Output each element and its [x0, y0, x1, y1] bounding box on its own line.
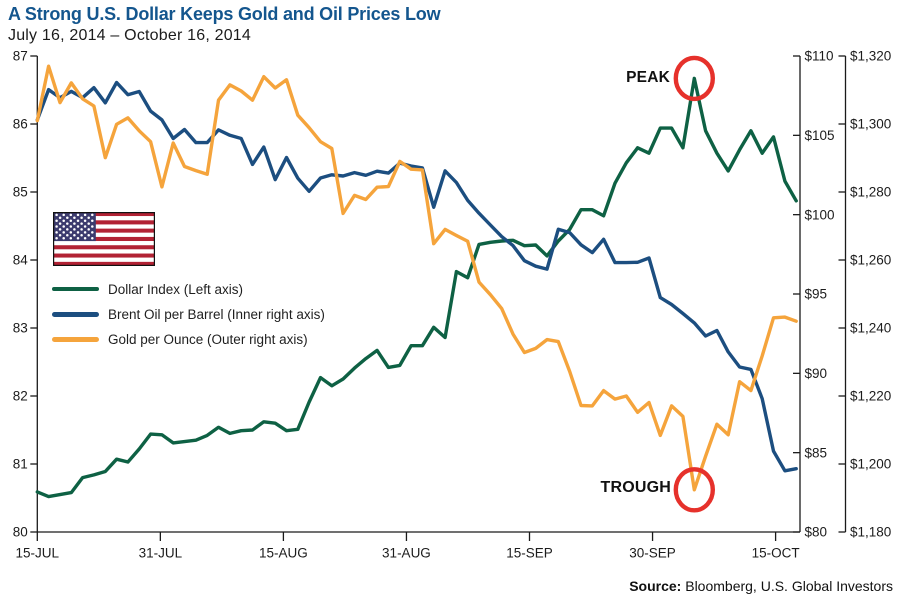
source-attribution: Source: Bloomberg, U.S. Global Investors — [629, 578, 893, 594]
x-axis-label: 15-OCT — [752, 546, 800, 561]
x-axis-label: 15-SEP — [506, 546, 553, 561]
legend-item-brent_oil: Brent Oil per Barrel (Inner right axis) — [52, 305, 325, 323]
legend-item-gold: Gold per Ounce (Outer right axis) — [52, 331, 308, 349]
legend-label-brent_oil: Brent Oil per Barrel (Inner right axis) — [108, 306, 325, 322]
left-axis-label: 87 — [13, 49, 28, 64]
outer-right-axis-label: $1,240 — [850, 321, 891, 336]
legend-item-dollar_index: Dollar Index (Left axis) — [52, 280, 243, 298]
peak-annotation-label: PEAK — [626, 69, 670, 86]
inner-right-axis-label: $100 — [805, 207, 835, 222]
left-axis-label: 81 — [13, 457, 28, 472]
x-axis-label: 15-AUG — [259, 546, 308, 561]
source-label: Source: — [629, 578, 682, 594]
trough-annotation-label: TROUGH — [600, 479, 671, 496]
left-axis-label: 85 — [13, 185, 28, 200]
us-flag-icon — [53, 212, 155, 266]
flag-canton — [53, 212, 96, 242]
outer-right-axis-label: $1,320 — [850, 49, 891, 64]
inner-right-axis-label: $95 — [805, 287, 828, 302]
legend-swatch-gold — [52, 337, 99, 342]
left-axis-label: 84 — [13, 253, 29, 268]
legend-swatch-brent_oil — [52, 312, 99, 317]
x-axis-label: 31-JUL — [139, 546, 183, 561]
outer-right-axis-label: $1,200 — [850, 457, 891, 472]
left-axis-label: 82 — [13, 389, 28, 404]
left-axis-label: 80 — [13, 525, 28, 540]
outer-right-axis-label: $1,220 — [850, 389, 891, 404]
legend-label-gold: Gold per Ounce (Outer right axis) — [108, 332, 308, 348]
peak-highlight-circle — [673, 55, 715, 102]
outer-right-axis-label: $1,300 — [850, 117, 891, 132]
outer-right-axis-label: $1,260 — [850, 253, 891, 268]
inner-right-axis-label: $105 — [805, 128, 835, 143]
left-axis-label: 86 — [13, 117, 28, 132]
inner-right-axis-label: $85 — [805, 445, 828, 460]
inner-right-axis-label: $90 — [805, 366, 828, 381]
left-axis-label: 83 — [13, 321, 28, 336]
x-axis-label: 31-AUG — [382, 546, 431, 561]
x-axis-label: 15-JUL — [16, 546, 60, 561]
inner-right-axis-label: $110 — [805, 49, 834, 64]
inner-right-axis-label: $80 — [805, 525, 828, 540]
legend-label-dollar_index: Dollar Index (Left axis) — [108, 281, 244, 297]
x-axis-label: 30-SEP — [629, 546, 676, 561]
source-text: Bloomberg, U.S. Global Investors — [681, 578, 893, 594]
legend-swatch-dollar_index — [52, 286, 99, 292]
series-line-brent_oil — [35, 80, 798, 473]
chart-title: A Strong U.S. Dollar Keeps Gold and Oil … — [8, 4, 441, 24]
outer-right-axis-label: $1,180 — [850, 525, 891, 540]
flag-border — [53, 212, 155, 266]
trough-highlight-circle — [673, 467, 715, 513]
outer-right-axis-label: $1,280 — [850, 185, 891, 200]
series-line-dollar_index — [35, 76, 798, 499]
chart-subtitle: July 16, 2014 – October 16, 2014 — [8, 27, 252, 44]
series-line-gold — [35, 64, 798, 492]
